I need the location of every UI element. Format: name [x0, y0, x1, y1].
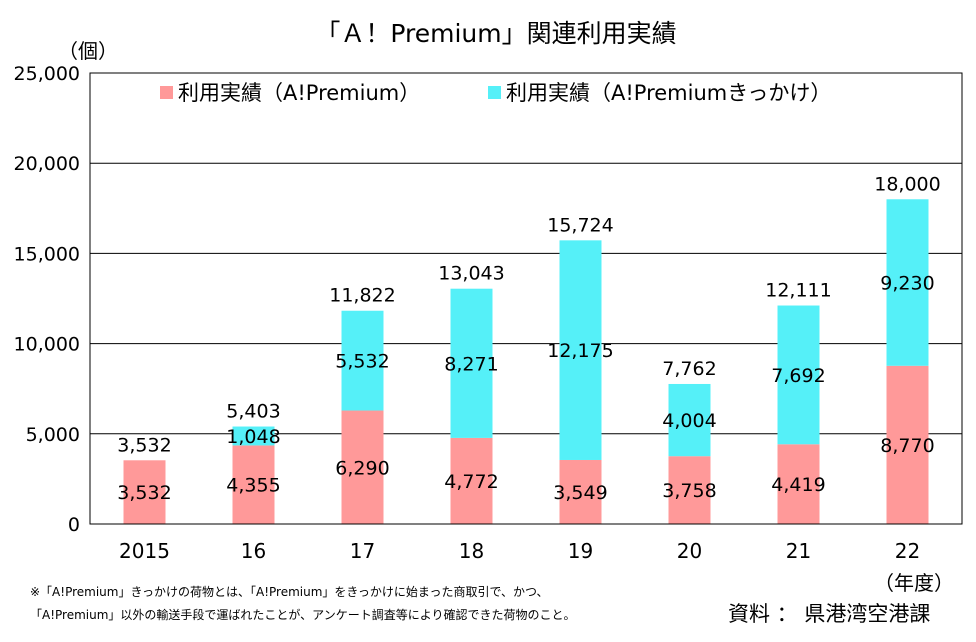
bar-segment — [450, 437, 493, 524]
bar-value-label: 7,692 — [771, 365, 825, 387]
bar-value-label: 12,175 — [547, 340, 613, 362]
x-tick-label: 16 — [241, 539, 266, 563]
bar-value-label: 3,549 — [553, 482, 607, 504]
x-tick-label: 20 — [677, 539, 702, 563]
bar-value-label: 4,419 — [771, 474, 825, 496]
y-axis-unit-label: （個） — [58, 39, 118, 63]
bar-segment — [559, 240, 602, 460]
x-tick-label: 2015 — [119, 539, 170, 563]
bar-total-label: 11,822 — [329, 285, 395, 307]
bar-value-label: 3,532 — [117, 482, 171, 504]
x-axis-unit-label: （年度） — [874, 571, 954, 595]
y-tick-label: 25,000 — [14, 63, 80, 85]
bar-total-label: 12,111 — [765, 280, 831, 302]
bar-total-label: 7,762 — [662, 358, 716, 380]
bar-segment — [450, 288, 493, 438]
bar-total-label: 3,532 — [117, 434, 171, 456]
bar-value-label: 4,355 — [226, 475, 280, 497]
bar-segment — [232, 445, 275, 524]
x-tick-label: 17 — [350, 539, 375, 563]
bar-total-label: 5,403 — [226, 401, 280, 423]
footnote-line-1: ※「A!Premium」きっかけの荷物とは、「A!Premium」をきっかけに始… — [30, 585, 549, 599]
bar-total-label: 18,000 — [874, 173, 940, 195]
bar-segment — [886, 199, 929, 366]
source-label: 資料 ： 県港湾空港課 — [728, 602, 931, 626]
bar-value-label: 4,772 — [444, 471, 498, 493]
bar-total-label: 15,724 — [547, 214, 613, 236]
y-tick-label: 5,000 — [26, 424, 80, 446]
bar-value-label: 6,290 — [335, 457, 389, 479]
legend-swatch — [488, 86, 501, 99]
bar-segment — [777, 444, 820, 524]
bar-value-label: 9,230 — [880, 273, 934, 295]
bar-segment — [559, 459, 602, 524]
bar-segment — [341, 410, 384, 524]
x-tick-label: 19 — [568, 539, 593, 563]
x-tick-label: 22 — [895, 539, 920, 563]
legend-label: 利用実績（A!Premium） — [178, 81, 420, 105]
y-tick-label: 10,000 — [14, 334, 80, 356]
chart-title: 「Ａ！Premium」関連利用実績 — [315, 19, 676, 48]
legend-swatch — [160, 86, 173, 99]
bar-segment — [668, 383, 711, 457]
bar-value-label: 4,004 — [662, 410, 716, 432]
bar-segment — [341, 310, 384, 411]
footnote-line-2: 「A!Premium」以外の輸送手段で運ばれたことが、アンケート調査等により確認… — [30, 608, 576, 622]
plot-frame — [89, 72, 963, 525]
legend-label: 利用実績（A!Premiumきっかけ） — [506, 81, 831, 105]
bar-segment — [123, 460, 166, 524]
bar-segment — [668, 456, 711, 524]
y-tick-label: 0 — [68, 514, 80, 536]
bar-segment — [777, 305, 820, 445]
y-tick-label: 15,000 — [14, 243, 80, 265]
bar-value-label: 8,770 — [880, 435, 934, 457]
bar-segment — [232, 426, 275, 446]
bar-value-label: 1,048 — [226, 426, 280, 448]
bar-value-label: 8,271 — [444, 353, 498, 375]
y-tick-label: 20,000 — [14, 153, 80, 175]
bar-value-label: 5,532 — [335, 351, 389, 373]
x-tick-label: 21 — [786, 539, 811, 563]
bar-segment — [886, 365, 929, 524]
x-tick-label: 18 — [459, 539, 484, 563]
bar-value-label: 3,758 — [662, 480, 716, 502]
bar-total-label: 13,043 — [438, 263, 504, 285]
